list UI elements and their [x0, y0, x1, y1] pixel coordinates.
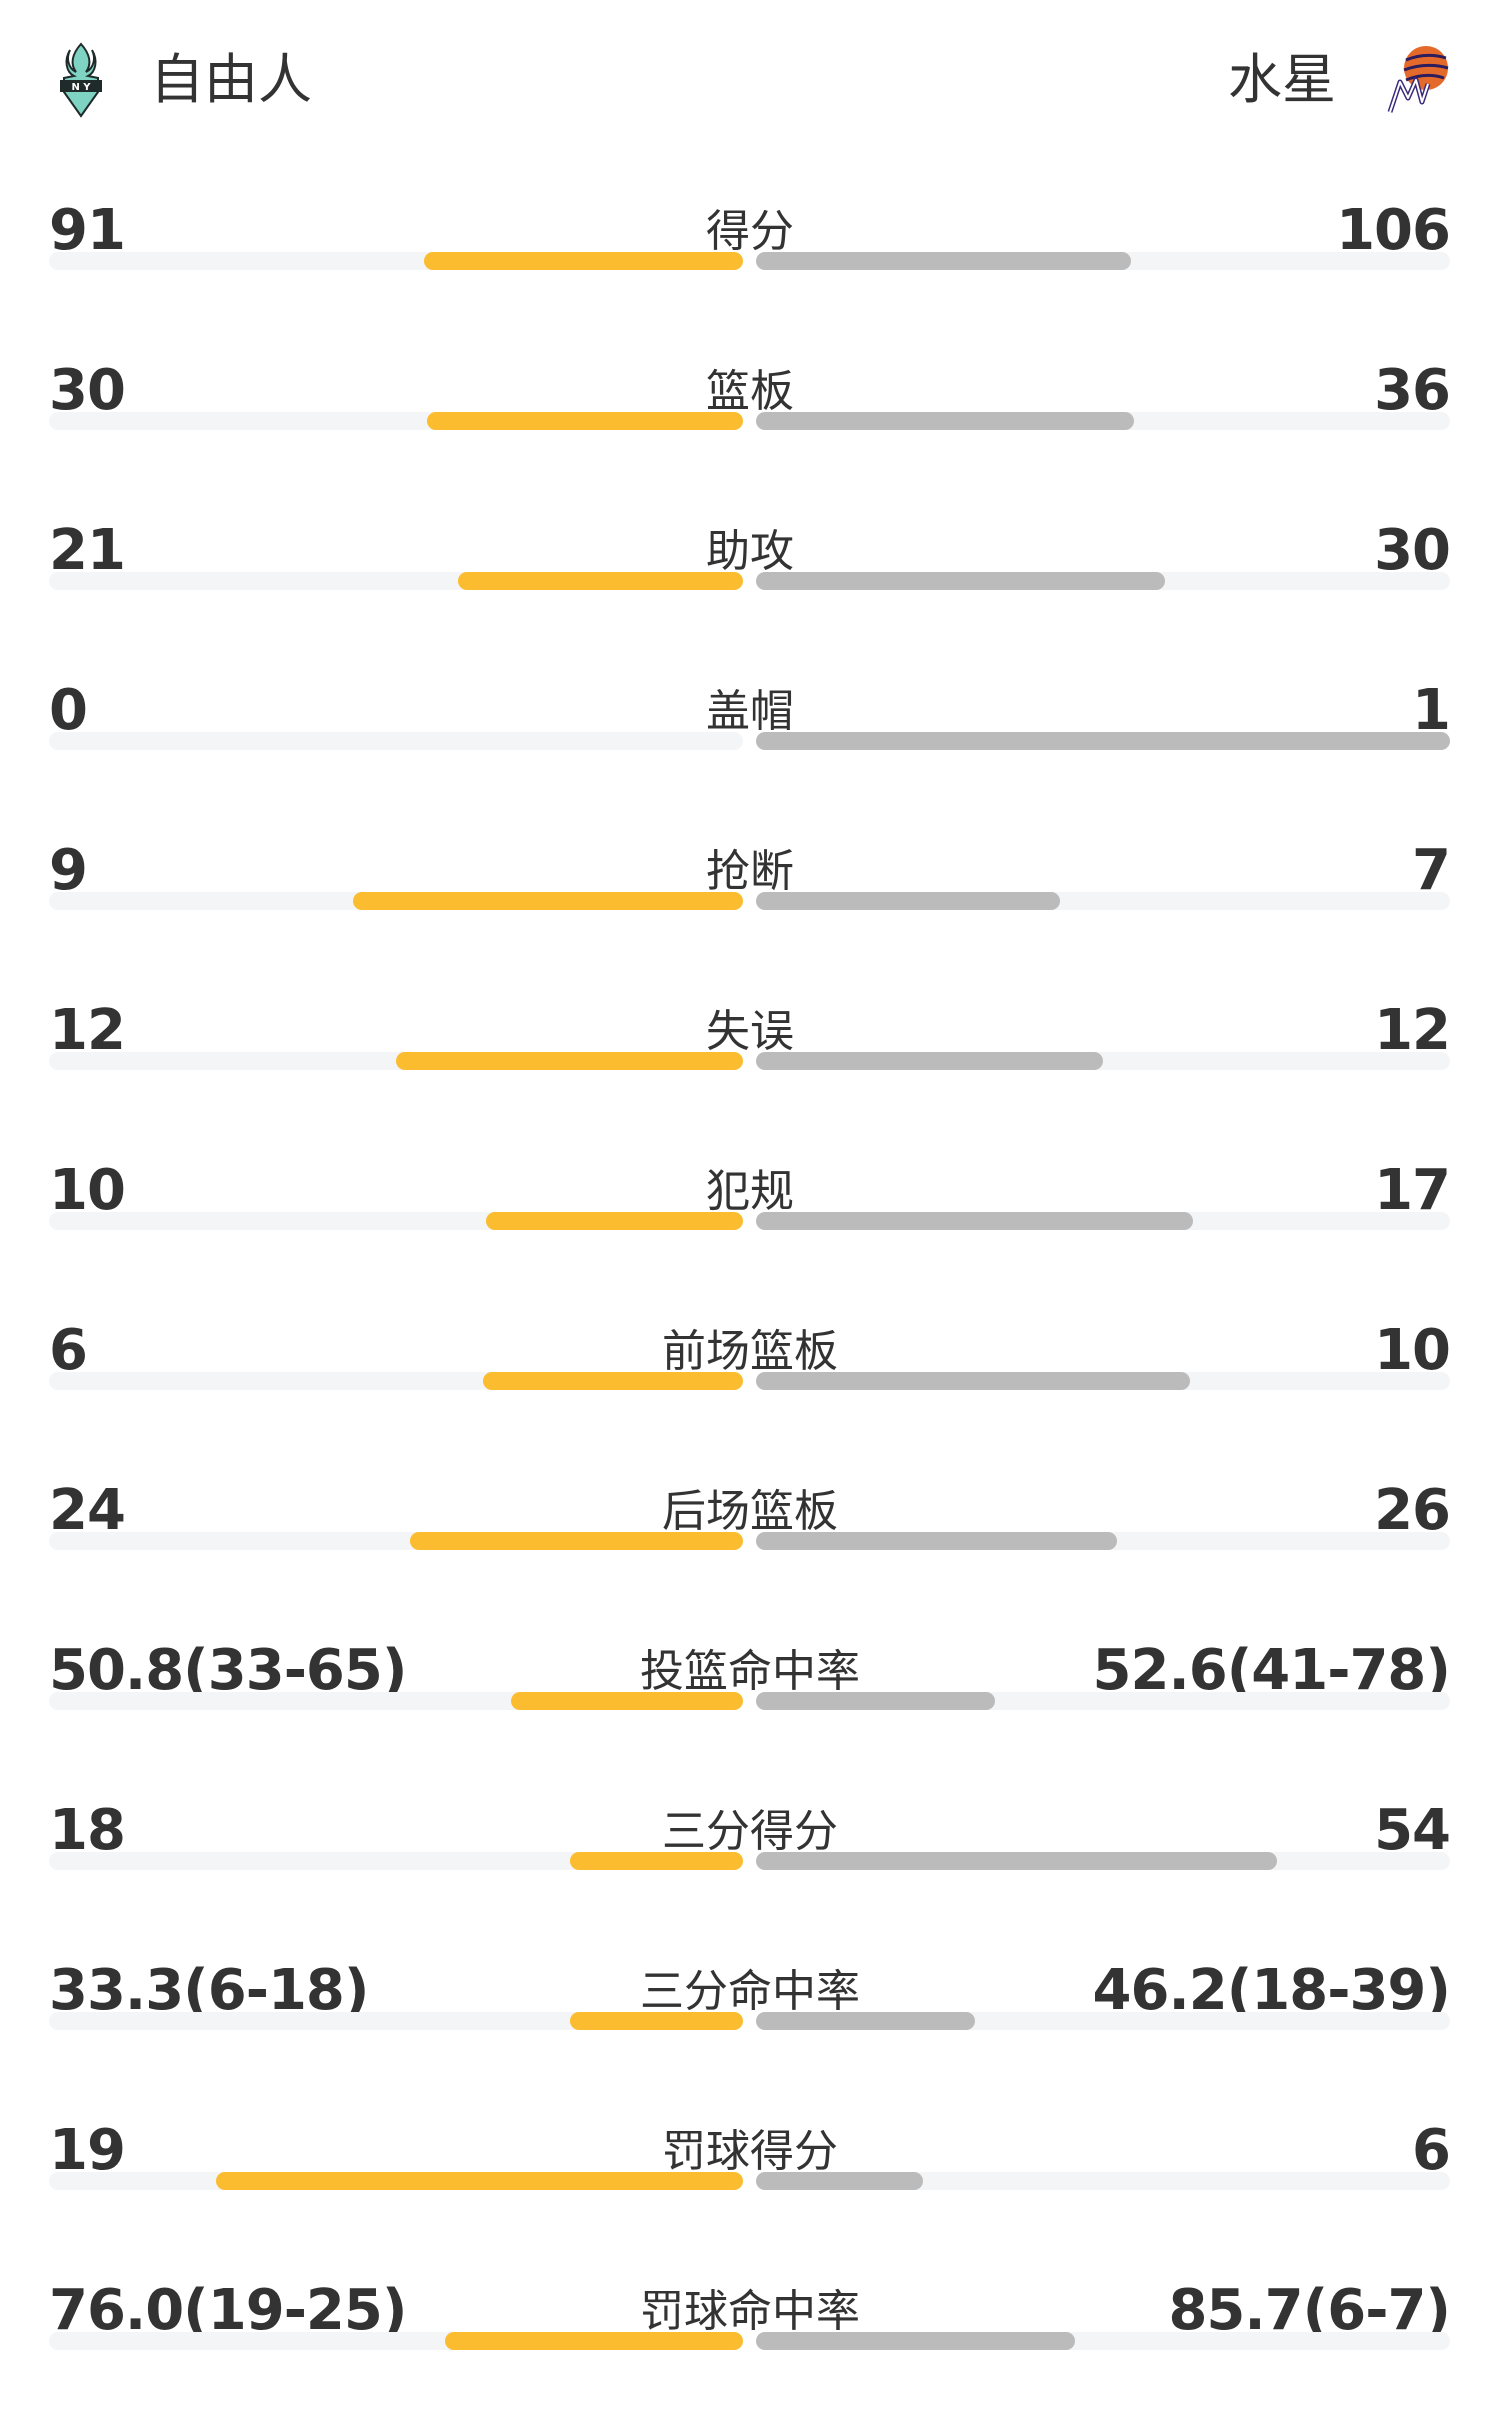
away-bar-track [756, 732, 1450, 750]
home-bar-track [49, 2012, 743, 2030]
away-bar-track [756, 1852, 1450, 1870]
stat-label: 三分命中率 [640, 1966, 860, 2017]
home-bar-fill [427, 412, 743, 430]
away-bar-track [756, 1532, 1450, 1550]
away-bar-fill [756, 1052, 1103, 1070]
away-bar-track [756, 572, 1450, 590]
home-bar-track [49, 572, 743, 590]
away-bar-track [756, 1212, 1450, 1230]
away-bar-track [756, 1372, 1450, 1390]
away-bar-fill [756, 1212, 1194, 1230]
away-bar-fill [756, 2332, 1076, 2350]
stat-row: 50.8(33-65) 投篮命中率 52.6(41-78) [0, 1636, 1500, 1796]
home-bar-fill [486, 1212, 743, 1230]
team-header: N Y 自由人 水星 [0, 0, 1500, 160]
home-bar-track [49, 1852, 743, 1870]
away-bar-track [756, 892, 1450, 910]
away-bar-track [756, 1692, 1450, 1710]
home-bar-track [49, 892, 743, 910]
stat-row: 18 三分得分 54 [0, 1796, 1500, 1956]
stat-row: 24 后场篮板 26 [0, 1476, 1500, 1636]
home-bar-track [49, 2172, 743, 2190]
away-bar-fill [756, 892, 1060, 910]
home-bar-track [49, 412, 743, 430]
stat-label: 后场篮板 [662, 1486, 838, 1537]
home-bar-fill [569, 2012, 743, 2030]
new-york-liberty-logo-icon: N Y [60, 42, 102, 118]
stat-row: 6 前场篮板 10 [0, 1316, 1500, 1476]
stat-label: 三分得分 [662, 1806, 838, 1857]
home-bar-fill [409, 1532, 743, 1550]
away-bar-fill [756, 572, 1166, 590]
stat-row: 12 失误 12 [0, 996, 1500, 1156]
stat-label: 盖帽 [706, 686, 794, 737]
stat-label: 罚球得分 [662, 2126, 838, 2177]
home-bar-track [49, 2332, 743, 2350]
away-bar-track [756, 252, 1450, 270]
svg-text:N Y: N Y [71, 82, 91, 93]
home-bar-fill [396, 1052, 743, 1070]
away-bar-fill [756, 1532, 1117, 1550]
phoenix-mercury-logo-icon [1387, 46, 1449, 113]
stat-row: 30 篮板 36 [0, 356, 1500, 516]
home-bar-track [49, 1212, 743, 1230]
stat-label: 得分 [706, 206, 794, 257]
away-bar-fill [756, 412, 1135, 430]
away-bar-fill [756, 1372, 1190, 1390]
away-bar-fill [756, 1692, 995, 1710]
away-bar-track [756, 2012, 1450, 2030]
stat-row: 21 助攻 30 [0, 516, 1500, 676]
stat-row: 19 罚球得分 6 [0, 2116, 1500, 2276]
stat-row: 10 犯规 17 [0, 1156, 1500, 1316]
away-bar-fill [756, 2012, 975, 2030]
away-bar-track [756, 1052, 1450, 1070]
stat-label: 犯规 [706, 1166, 794, 1217]
home-bar-track [49, 1692, 743, 1710]
stat-row: 76.0(19-25) 罚球命中率 85.7(6-7) [0, 2276, 1500, 2436]
home-bar-track [49, 1052, 743, 1070]
stat-label: 罚球命中率 [640, 2286, 860, 2337]
stat-label: 篮板 [706, 366, 794, 417]
away-bar-fill [756, 252, 1131, 270]
home-bar-fill [510, 1692, 743, 1710]
home-bar-track [49, 1532, 743, 1550]
home-bar-fill [444, 2332, 743, 2350]
stat-row: 33.3(6-18) 三分命中率 46.2(18-39) [0, 1956, 1500, 2116]
home-bar-fill [569, 1852, 743, 1870]
stat-label: 助攻 [706, 526, 794, 577]
away-bar-track [756, 412, 1450, 430]
away-bar-track [756, 2172, 1450, 2190]
away-bar-track [756, 2332, 1450, 2350]
home-bar-fill [352, 892, 743, 910]
stat-row: 9 抢断 7 [0, 836, 1500, 996]
home-bar-fill [215, 2172, 743, 2190]
stat-label: 投篮命中率 [640, 1646, 860, 1697]
away-bar-fill [756, 732, 1450, 750]
stat-label: 抢断 [706, 846, 794, 897]
stat-label: 前场篮板 [662, 1326, 838, 1377]
away-bar-fill [756, 2172, 923, 2190]
home-bar-track [49, 252, 743, 270]
home-bar-fill [482, 1372, 743, 1390]
home-bar-track [49, 732, 743, 750]
home-bar-track [49, 1372, 743, 1390]
stat-row: 0 盖帽 1 [0, 676, 1500, 836]
home-team-name: 自由人 [150, 48, 312, 111]
home-bar-fill [423, 252, 743, 270]
stat-label: 失误 [706, 1006, 794, 1057]
away-team-name: 水星 [1228, 48, 1336, 111]
stat-row: 91 得分 106 [0, 196, 1500, 356]
home-bar-fill [458, 572, 743, 590]
away-bar-fill [756, 1852, 1277, 1870]
